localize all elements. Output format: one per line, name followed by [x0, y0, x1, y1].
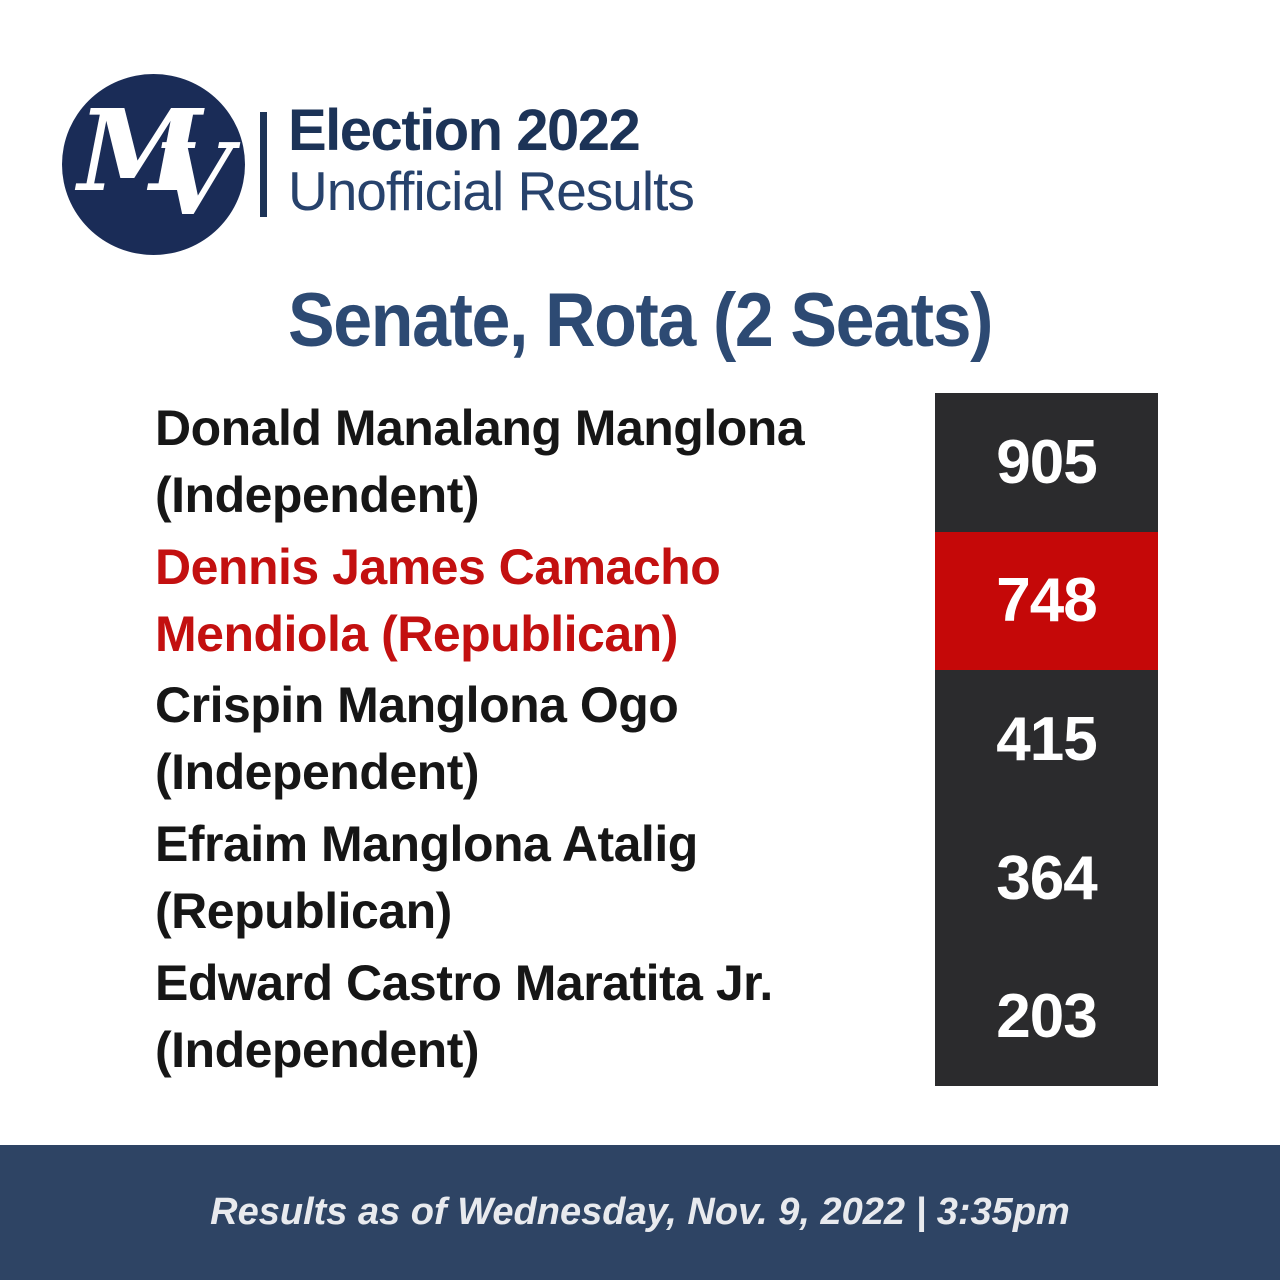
- candidate-label: Crispin Manglona Ogo (Independent): [155, 672, 910, 806]
- result-row: Efraim Manglona Atalig (Republican) 364: [0, 808, 1280, 948]
- candidate-party: (Republican): [155, 883, 452, 940]
- candidate-label: Donald Manalang Manglona (Independent): [155, 395, 910, 529]
- header-divider: [260, 112, 267, 217]
- footer-text: Results as of Wednesday, Nov. 9, 2022 | …: [210, 1191, 1070, 1233]
- candidate-label: Dennis James Camacho Mendiola (Republica…: [155, 534, 910, 668]
- candidate-party: Mendiola (Republican): [155, 605, 678, 662]
- vote-count: 905: [935, 393, 1158, 532]
- page-title: Senate, Rota (2 Seats): [287, 278, 993, 363]
- logo-monogram-m: M: [78, 86, 202, 217]
- header: Election 2022 Unofficial Results: [288, 98, 695, 222]
- vote-count: 203: [935, 947, 1158, 1086]
- candidate-label: Efraim Manglona Atalig (Republican): [155, 811, 910, 945]
- footer-bar: Results as of Wednesday, Nov. 9, 2022 | …: [0, 1145, 1280, 1280]
- candidate-name: Crispin Manglona Ogo: [155, 677, 679, 734]
- header-subtitle: Unofficial Results: [288, 160, 695, 222]
- result-row: Donald Manalang Manglona (Independent) 9…: [0, 393, 1280, 532]
- result-row: Edward Castro Maratita Jr. (Independent)…: [0, 947, 1280, 1086]
- candidate-party: (Independent): [155, 1021, 480, 1078]
- results-table: Donald Manalang Manglona (Independent) 9…: [0, 393, 1280, 1086]
- candidate-name: Donald Manalang Manglona: [155, 400, 805, 457]
- vote-count: 748: [935, 531, 1158, 671]
- result-row: Crispin Manglona Ogo (Independent) 415: [0, 670, 1280, 809]
- brand-logo: M V: [62, 74, 245, 255]
- candidate-party: (Independent): [155, 744, 480, 801]
- header-title: Election 2022: [288, 98, 641, 163]
- result-row: Dennis James Camacho Mendiola (Republica…: [0, 531, 1280, 671]
- candidate-name: Efraim Manglona Atalig: [155, 816, 698, 873]
- vote-count: 415: [935, 670, 1158, 809]
- candidate-label: Edward Castro Maratita Jr. (Independent): [155, 950, 910, 1084]
- candidate-party: (Independent): [155, 467, 480, 524]
- candidate-name: Edward Castro Maratita Jr.: [155, 954, 773, 1011]
- candidate-name: Dennis James Camacho: [155, 538, 721, 595]
- vote-count: 364: [935, 808, 1158, 948]
- logo-monogram-v: V: [156, 123, 233, 238]
